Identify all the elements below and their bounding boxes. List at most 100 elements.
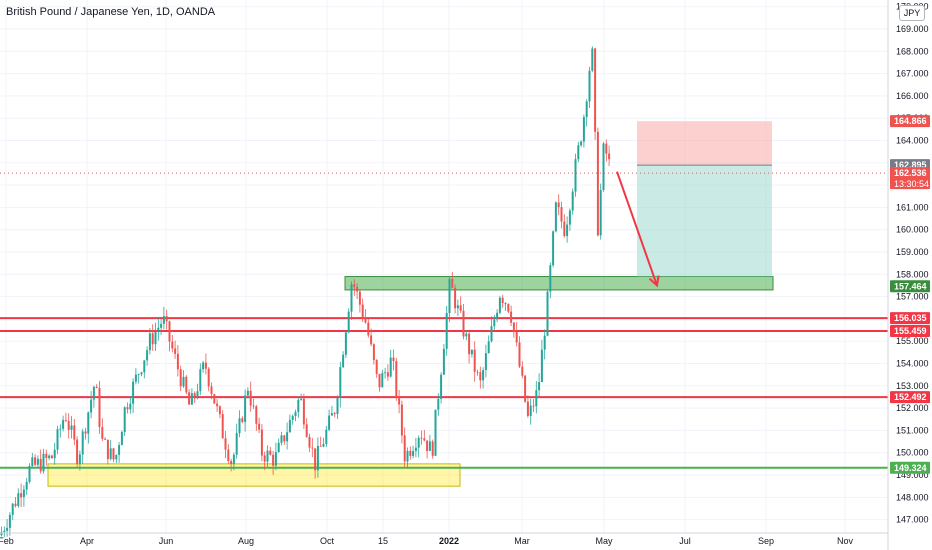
demand-zone-green: [344, 276, 774, 291]
candle-body: [596, 131, 599, 236]
annotations-layer: [0, 171, 888, 288]
candle-body: [560, 207, 563, 222]
candle-body: [286, 432, 289, 442]
price-tick-label: 161.000: [896, 202, 929, 212]
candle-body: [115, 454, 118, 460]
candle-body: [367, 322, 370, 336]
candle-body: [255, 406, 258, 424]
candle-body: [179, 369, 182, 387]
candle-body: [28, 465, 31, 482]
candle-body: [476, 371, 479, 373]
target-tag: [890, 280, 930, 293]
level-tag-label: 152.492: [894, 392, 927, 402]
time-tick-label: Sep: [758, 536, 774, 546]
candle-body: [112, 448, 115, 460]
candle-body: [81, 431, 84, 455]
candle-body: [274, 452, 277, 466]
candle-body: [258, 423, 261, 430]
candle-body: [50, 455, 53, 459]
candle-body: [375, 359, 378, 374]
candle-body: [31, 457, 34, 466]
candle-body: [423, 438, 426, 441]
candle-body: [207, 368, 210, 387]
candle-body: [585, 101, 588, 118]
candle-body: [409, 450, 412, 456]
candle-body: [11, 503, 14, 515]
candle-body: [400, 404, 403, 436]
take-profit-zone: [637, 165, 772, 277]
candle-body: [356, 286, 359, 292]
candle-body: [526, 401, 529, 416]
candle-body: [98, 388, 101, 427]
currency-badge[interactable]: JPY: [899, 5, 925, 21]
candle-body: [414, 447, 417, 451]
candle-body: [557, 202, 560, 208]
time-tick-label: Mar: [514, 536, 530, 546]
candle-body: [78, 454, 81, 464]
candle-body: [300, 398, 303, 400]
candle-body: [3, 530, 6, 533]
target-tag-label: 157.464: [894, 281, 927, 291]
candle-body: [288, 419, 291, 433]
candle-body: [174, 348, 177, 354]
candle-body: [426, 440, 429, 451]
candle-body: [398, 396, 401, 405]
candle-body: [470, 349, 473, 355]
candle-body: [246, 390, 249, 396]
candle-body: [448, 278, 451, 314]
candle-body: [347, 311, 350, 333]
level-tag: [890, 461, 930, 474]
candle-body: [417, 437, 420, 448]
time-tick-label: Oct: [320, 536, 335, 546]
candle-body: [333, 413, 336, 415]
candle-body: [193, 393, 196, 397]
candle-body: [577, 145, 580, 160]
candle-body: [283, 435, 286, 442]
candle-body: [512, 322, 515, 332]
price-tick-label: 154.000: [896, 359, 929, 369]
candle-body: [428, 441, 431, 451]
candle-body: [196, 391, 199, 397]
candle-body: [563, 221, 566, 237]
candle-body: [532, 405, 535, 407]
candle-body: [20, 493, 23, 498]
candle-body: [568, 210, 571, 225]
candle-body: [445, 313, 448, 349]
candle-body: [549, 265, 552, 292]
candle-body: [104, 438, 107, 440]
candle-body: [431, 441, 434, 456]
candle-body: [227, 449, 230, 461]
candle-body: [176, 353, 179, 370]
candle-body: [42, 453, 45, 472]
candle-body: [529, 405, 532, 416]
candle-body: [328, 415, 331, 430]
chart-title: British Pound / Japanese Yen, 1D, OANDA: [6, 6, 216, 18]
levels-layer: [0, 317, 888, 469]
candle-body: [358, 291, 361, 305]
candle-body: [479, 372, 482, 381]
candle-body: [440, 374, 443, 399]
candle-body: [389, 357, 392, 377]
time-tick-label: Jun: [159, 536, 174, 546]
candle-body: [574, 159, 577, 192]
candle-body: [465, 333, 468, 337]
candle-body: [266, 450, 269, 462]
candle-body: [199, 369, 202, 392]
candle-body: [406, 450, 409, 462]
candle-body: [70, 425, 73, 430]
candle-body: [552, 231, 555, 266]
candle-body: [190, 393, 193, 405]
price-tick-label: 169.000: [896, 24, 929, 34]
candle-body: [344, 332, 347, 355]
candle-body: [473, 349, 476, 372]
candle-body: [330, 413, 333, 416]
candle-body: [235, 433, 238, 455]
price-tick-label: 164.000: [896, 135, 929, 145]
current-price-tag: [890, 167, 930, 190]
candle-body: [302, 398, 305, 425]
price-tick-label: 158.000: [896, 269, 929, 279]
candle-body: [134, 374, 137, 382]
candle-body: [386, 372, 389, 377]
price-tick-label: 155.000: [896, 336, 929, 346]
